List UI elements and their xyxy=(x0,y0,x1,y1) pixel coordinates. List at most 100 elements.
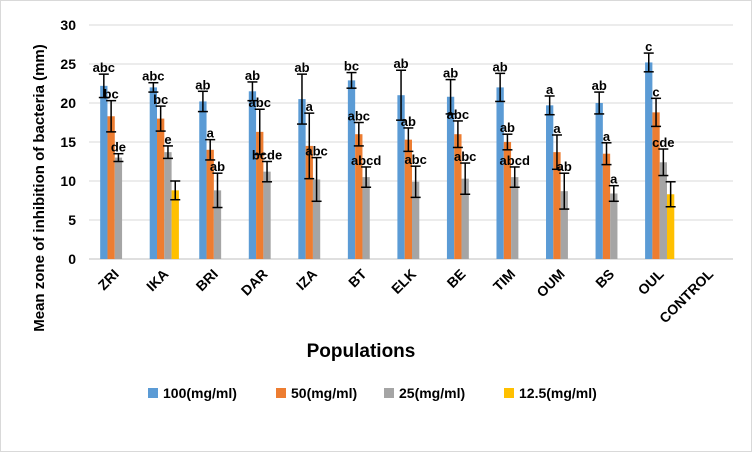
bar xyxy=(446,96,455,259)
bar xyxy=(298,99,306,259)
significance-label: a xyxy=(610,172,618,187)
bar xyxy=(511,177,519,259)
x-tick-label: TIM xyxy=(490,266,518,294)
significance-label: abc xyxy=(249,95,271,110)
legend-swatch xyxy=(276,388,286,398)
legend-label: 100(mg/ml) xyxy=(163,385,237,401)
bar xyxy=(397,95,405,259)
significance-label: ab xyxy=(245,68,260,83)
y-tick-label: 25 xyxy=(60,56,76,72)
bar xyxy=(602,153,611,259)
significance-label: ab xyxy=(294,60,309,75)
significance-label: ab xyxy=(443,66,458,81)
significance-label: bc xyxy=(344,59,359,74)
bar xyxy=(305,145,313,259)
significance-label: abc xyxy=(454,149,476,164)
bar xyxy=(347,80,356,259)
bar xyxy=(107,116,115,259)
x-tick-label: BT xyxy=(345,265,370,290)
y-tick-label: 10 xyxy=(60,173,76,189)
bar xyxy=(199,101,207,259)
bar xyxy=(263,171,271,259)
bar xyxy=(362,177,370,259)
significance-label: abcd xyxy=(500,153,530,168)
bar xyxy=(546,105,554,259)
bar xyxy=(164,152,172,259)
bar xyxy=(171,190,179,259)
x-tick-label: IKA xyxy=(143,266,171,294)
legend-label: 12.5(mg/ml) xyxy=(519,385,597,401)
bar xyxy=(114,157,123,259)
bar xyxy=(157,118,165,259)
significance-label: ab xyxy=(210,159,225,174)
legend-label: 50(mg/ml) xyxy=(291,385,357,401)
significance-label: a xyxy=(546,82,554,97)
bar xyxy=(454,134,462,259)
bar xyxy=(659,162,667,259)
bar xyxy=(461,178,469,259)
bar xyxy=(560,191,568,259)
y-tick-label: 0 xyxy=(68,251,76,267)
bar xyxy=(100,85,108,259)
bar xyxy=(248,91,257,259)
significance-label: bc xyxy=(153,92,168,107)
significance-label: abc xyxy=(404,152,426,167)
significance-label: ab xyxy=(557,159,572,174)
significance-label: ab xyxy=(393,56,408,71)
y-tick-label: 30 xyxy=(60,17,76,33)
x-axis-title: Populations xyxy=(307,341,416,362)
significance-label: bc xyxy=(104,87,119,102)
x-tick-label: DAR xyxy=(238,266,271,299)
legend-swatch xyxy=(504,388,514,398)
x-tick-label: BRI xyxy=(193,266,221,294)
significance-label: de xyxy=(111,140,126,155)
bar xyxy=(149,87,158,260)
bar xyxy=(553,152,561,259)
significance-label: abc xyxy=(305,144,327,159)
significance-label: ab xyxy=(493,59,508,74)
y-axis-title: Mean zone of inhibition of bacteria (mm) xyxy=(31,44,48,332)
significance-label: abcd xyxy=(351,153,381,168)
bar xyxy=(652,112,660,259)
y-tick-label: 5 xyxy=(68,212,76,228)
significance-label: ab xyxy=(592,78,607,93)
significance-label: bcde xyxy=(252,148,282,163)
bar xyxy=(610,193,618,259)
significance-label: abc xyxy=(93,60,115,75)
significance-label: a xyxy=(553,121,561,136)
bar xyxy=(503,142,512,259)
significance-label: ab xyxy=(195,77,210,92)
x-tick-label: ELK xyxy=(388,266,419,297)
bar xyxy=(496,87,504,260)
x-tick-label: BE xyxy=(444,266,469,291)
x-tick-label: BS xyxy=(592,266,617,291)
significance-label: cde xyxy=(652,135,674,150)
x-tick-label: OUL xyxy=(635,265,668,298)
significance-label: c xyxy=(645,39,652,54)
bar xyxy=(312,179,321,259)
significance-label: a xyxy=(306,99,314,114)
significance-label: abc xyxy=(447,107,469,122)
legend-label: 25(mg/ml) xyxy=(399,385,465,401)
significance-label: abc xyxy=(348,109,370,124)
x-tick-label: ZRI xyxy=(95,266,122,293)
y-tick-label: 15 xyxy=(60,134,76,150)
significance-label: abc xyxy=(142,69,164,84)
significance-label: a xyxy=(207,126,215,141)
legend-swatch xyxy=(148,388,158,398)
significance-label: a xyxy=(603,129,611,144)
bar xyxy=(404,139,412,259)
bar xyxy=(666,194,675,259)
bar xyxy=(645,62,653,259)
x-tick-label: OUM xyxy=(533,266,567,300)
bar xyxy=(206,149,214,259)
bar xyxy=(412,181,420,259)
significance-label: c xyxy=(652,84,659,99)
y-tick-label: 20 xyxy=(60,95,76,111)
x-tick-label: IZA xyxy=(293,266,320,293)
significance-label: ab xyxy=(401,114,416,129)
bar xyxy=(355,134,363,259)
significance-label: e xyxy=(164,132,171,147)
